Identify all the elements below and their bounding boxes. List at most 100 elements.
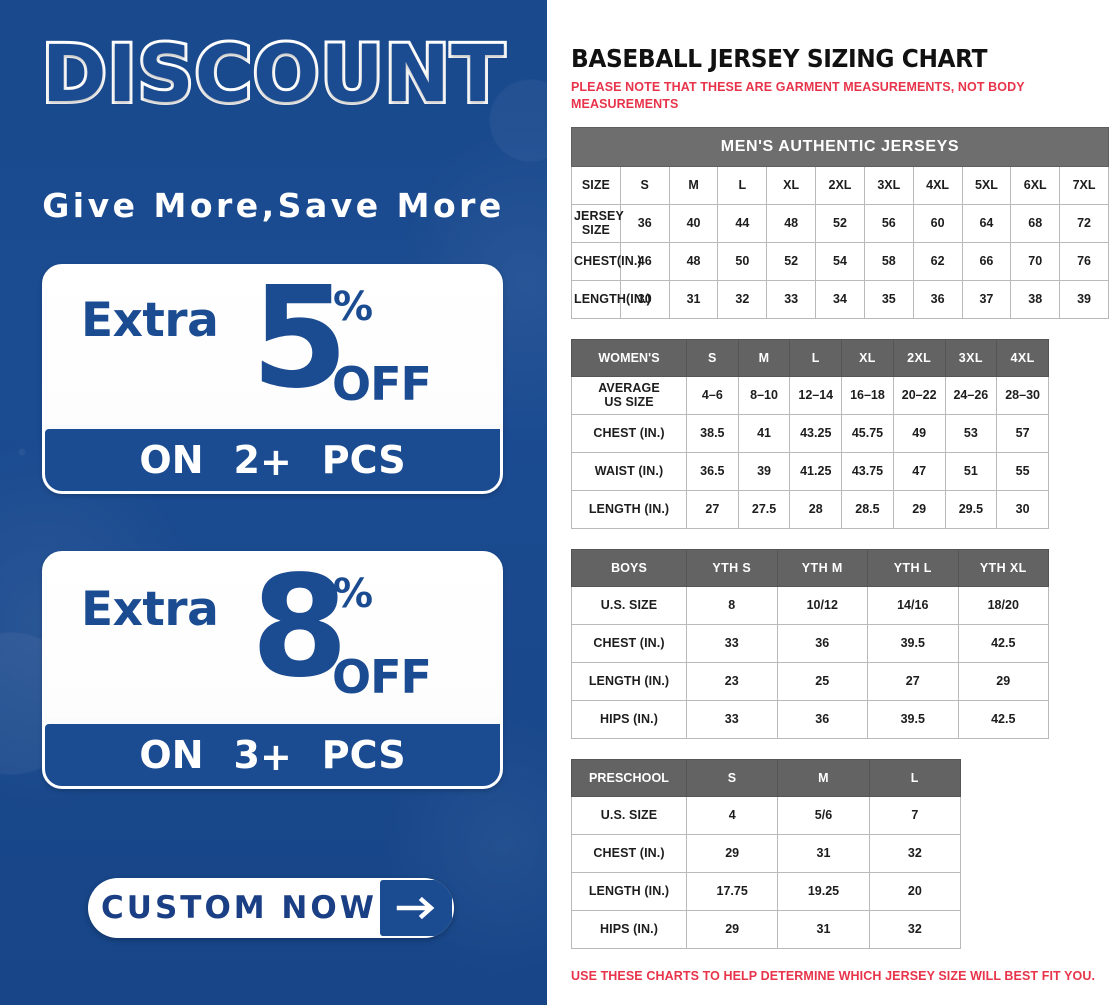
- table-cell: 38.5: [686, 413, 739, 453]
- offer-condition-bar: ON 2 + PCS: [45, 429, 500, 491]
- row-label: HIPS (IN.): [571, 909, 687, 949]
- table-cell: 4: [685, 795, 779, 835]
- row-label: LENGTH(IN.): [571, 279, 651, 319]
- table-cell: 58: [863, 241, 914, 281]
- column-header: XL: [841, 338, 894, 377]
- column-header: S: [619, 165, 670, 205]
- offer-condition-bar: ON 3 + PCS: [45, 724, 500, 786]
- table-cell: 29: [892, 489, 946, 529]
- row-label: AVERAGE US SIZE: [571, 375, 687, 415]
- offer-quantity: 2 +: [234, 440, 292, 484]
- table-header-row: WOMEN'S S M L XL 2XL 3XL 4XL: [571, 338, 1049, 377]
- table-cell: 41: [737, 413, 791, 453]
- row-label: LENGTH (IN.): [571, 661, 687, 701]
- offer-percent-symbol: %: [333, 571, 374, 617]
- table-cell: 34: [815, 279, 865, 319]
- table-cell: 33: [686, 623, 778, 663]
- row-label: CHEST (IN.): [571, 833, 687, 873]
- table-cell: 48: [668, 241, 719, 281]
- offer-card-5-percent[interactable]: Extra 5 % OFF ON 2 + PCS: [42, 264, 503, 494]
- table-cell: 31: [668, 279, 719, 319]
- column-header: M: [737, 338, 791, 377]
- row-label: JERSEY SIZE: [571, 203, 624, 243]
- table-cell: 64: [961, 203, 1012, 243]
- column-header: 4XL: [912, 165, 963, 205]
- table-row: LENGTH(IN.) 30 31 32 33 34 35 36 37 38 39: [571, 279, 1109, 319]
- column-header: S: [685, 758, 779, 797]
- size-table-preschool: PRESCHOOL S M L U.S. SIZE 4 5/6 7 CHEST (IN.) 29 3…: [571, 758, 962, 949]
- size-table-mens: MEN'S AUTHENTIC JERSEYS SIZE S M L XL 2XL 3XL 4X…: [571, 126, 1109, 319]
- table-cell: 7: [868, 795, 962, 835]
- offer-quantity: 3 +: [233, 733, 292, 777]
- table-cell: 41.25: [789, 451, 843, 491]
- table-cell: 32: [868, 833, 962, 873]
- table-cell: 14/16: [867, 585, 959, 625]
- measurement-disclaimer: PLEASE NOTE THAT THESE ARE GARMENT MEASU…: [571, 80, 1025, 111]
- table-cell: 27: [867, 661, 959, 701]
- table-cell: 48: [766, 203, 817, 243]
- table-row: CHEST (IN.) 38.5 41 43.25 45.75 49 53 57: [571, 413, 1049, 453]
- table-cell: 47: [892, 451, 946, 491]
- table-cell: 66: [961, 241, 1012, 281]
- table-header-row: BOYS YTH S YTH M YTH L YTH XL: [571, 548, 1049, 587]
- table-cell: 50: [717, 241, 768, 281]
- table-cell: 49: [892, 413, 946, 453]
- table-cell: 60: [912, 203, 963, 243]
- offer-card-8-percent[interactable]: Extra 8 % OFF ON 3 + PCS: [42, 551, 503, 789]
- offer-quantity-number: 3: [233, 733, 260, 777]
- table-cell: 20: [868, 871, 962, 911]
- table-banner: MEN'S AUTHENTIC JERSEYS: [571, 126, 1109, 167]
- table-row: WAIST (IN.) 36.5 39 41.25 43.75 47 51 55: [571, 451, 1049, 491]
- table-cell: 29: [957, 661, 1049, 701]
- column-header: YTH M: [776, 548, 868, 587]
- panel-background-texture: [0, 0, 547, 1005]
- column-header: YTH XL: [957, 548, 1049, 587]
- column-header: 2XL: [815, 165, 865, 205]
- column-header: SIZE: [571, 165, 621, 205]
- table-cell: 62: [912, 241, 963, 281]
- table-cell: 30: [619, 279, 670, 319]
- row-label: WAIST (IN.): [571, 451, 687, 491]
- table-cell: 18/20: [957, 585, 1049, 625]
- table-cell: 43.75: [841, 451, 894, 491]
- table-row: LENGTH (IN.) 23 25 27 29: [571, 661, 1049, 701]
- table-cell: 5/6: [777, 795, 870, 835]
- offer-extra-label: Extra: [81, 582, 219, 637]
- table-cell: 51: [944, 451, 998, 491]
- table-cell: 12–14: [789, 375, 843, 415]
- table-cell: 72: [1059, 203, 1109, 243]
- table-row: HIPS (IN.) 33 36 39.5 42.5: [571, 699, 1049, 739]
- column-header: PRESCHOOL: [571, 758, 687, 797]
- column-header: 3XL: [863, 165, 914, 205]
- offer-card-body: Extra 5 % OFF: [45, 267, 500, 425]
- table-cell: 53: [944, 413, 998, 453]
- row-label: LENGTH (IN.): [571, 489, 687, 529]
- offer-pcs-label: PCS: [321, 733, 406, 777]
- table-cell: 10/12: [776, 585, 868, 625]
- column-header: YTH S: [686, 548, 778, 587]
- offer-pcs-label: PCS: [321, 438, 406, 482]
- offer-quantity-plus: +: [259, 440, 292, 484]
- table-cell: 52: [815, 203, 865, 243]
- table-cell: 52: [766, 241, 817, 281]
- row-label: LENGTH (IN.): [571, 871, 687, 911]
- table-row: CHEST (IN.) 33 36 39.5 42.5: [571, 623, 1049, 663]
- table-cell: 36: [912, 279, 963, 319]
- row-label: CHEST(IN.): [571, 241, 642, 281]
- table-cell: 70: [1010, 241, 1061, 281]
- column-header: BOYS: [571, 548, 687, 587]
- offer-on-label: ON: [139, 438, 204, 482]
- column-header: M: [777, 758, 870, 797]
- custom-now-button[interactable]: CUSTOM NOW: [88, 878, 454, 938]
- table-row: U.S. SIZE 4 5/6 7: [571, 795, 962, 835]
- table-cell: 44: [717, 203, 768, 243]
- offer-percent-number: 5: [251, 264, 348, 420]
- column-header: L: [717, 165, 768, 205]
- table-row: LENGTH (IN.) 27 27.5 28 28.5 29 29.5 30: [571, 489, 1049, 529]
- table-cell: 4–6: [686, 375, 739, 415]
- table-cell: 30: [996, 489, 1049, 529]
- table-cell: 33: [686, 699, 778, 739]
- table-cell: 29.5: [944, 489, 998, 529]
- discount-heading: DISCOUNT: [39, 30, 507, 120]
- table-cell: 55: [996, 451, 1049, 491]
